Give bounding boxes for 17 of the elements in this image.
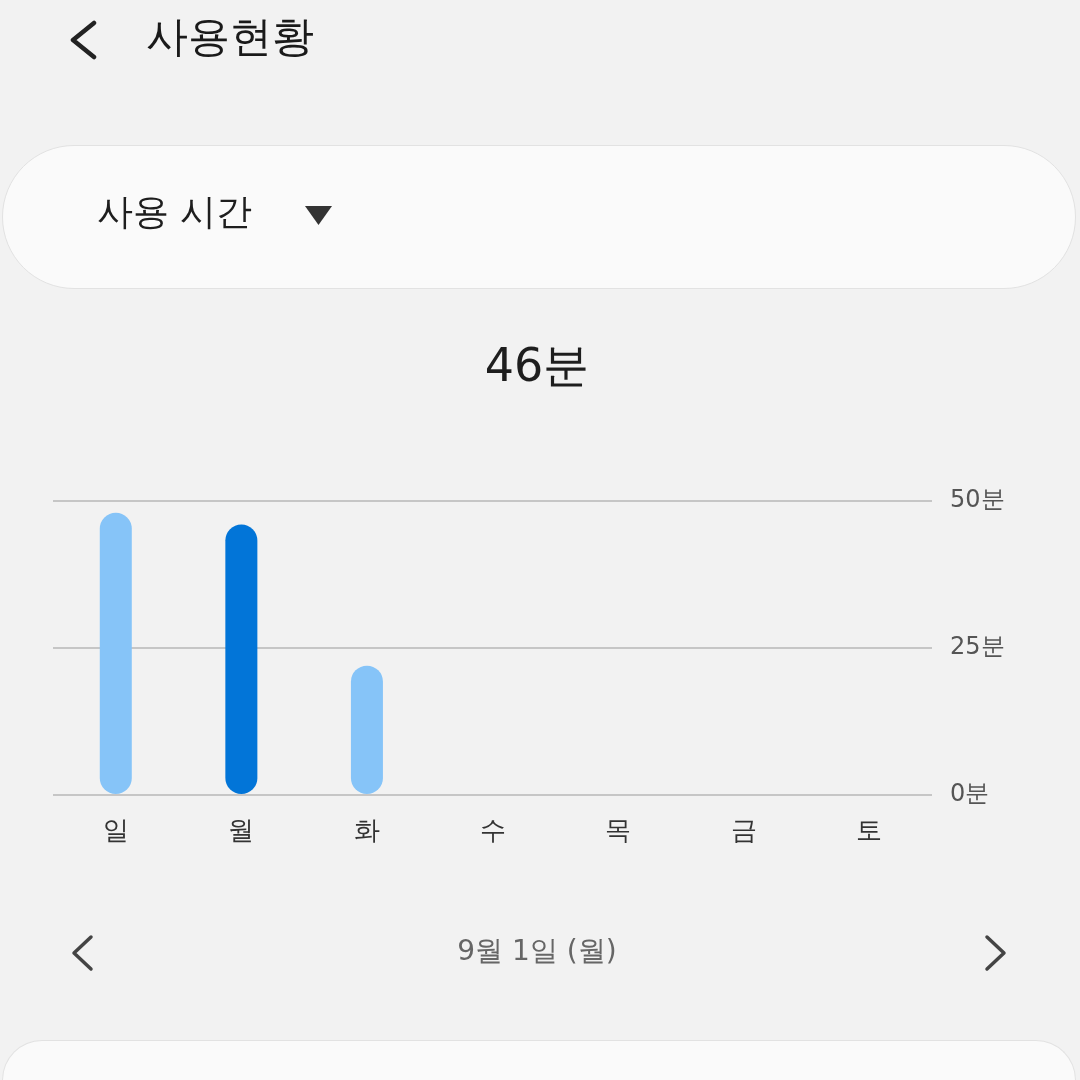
bar bbox=[225, 524, 258, 794]
y-tick-label: 25분 bbox=[950, 632, 1005, 661]
x-tick-label: 일 bbox=[102, 815, 129, 846]
bar bbox=[99, 512, 132, 794]
text: 사용 시간 bbox=[97, 190, 253, 234]
x-tick-label: 월 bbox=[228, 815, 255, 846]
text: 9월 1일 (월) bbox=[456, 934, 618, 968]
x-tick-label: 목 bbox=[605, 815, 632, 846]
x-tick-label: 수 bbox=[479, 815, 506, 846]
x-tick-label: 금 bbox=[730, 815, 757, 846]
y-tick-label: 50분 bbox=[950, 485, 1005, 514]
y-tick-label: 0분 bbox=[950, 779, 990, 808]
bar bbox=[350, 665, 383, 794]
x-tick-label: 화 bbox=[353, 815, 380, 846]
x-tick-label: 토 bbox=[856, 815, 883, 846]
chart-title: 사용현황 bbox=[146, 12, 314, 63]
text: 46분 bbox=[483, 338, 591, 394]
